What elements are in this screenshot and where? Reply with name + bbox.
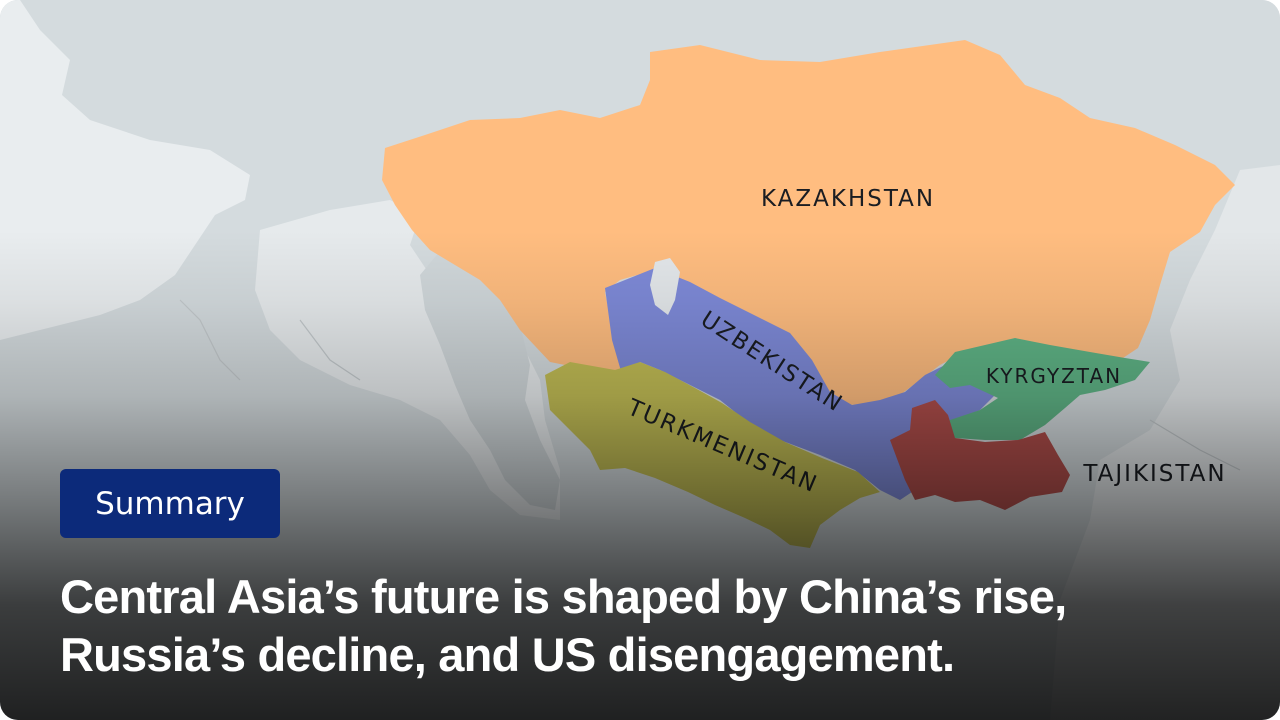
headline-line-1: Central Asia’s future is shaped by China… — [60, 570, 1067, 623]
summary-badge-label: Summary — [95, 485, 245, 522]
label-kazakhstan: KAZAKHSTAN — [761, 186, 935, 212]
label-tajikistan: TAJIKISTAN — [1082, 461, 1226, 487]
summary-badge: Summary — [60, 469, 280, 538]
label-kyrgyztan: KYRGYZTAN — [986, 364, 1122, 388]
headline-line-2: Russia’s decline, and US disengagement. — [60, 628, 955, 681]
headline: Central Asia’s future is shaped by China… — [60, 568, 1220, 684]
